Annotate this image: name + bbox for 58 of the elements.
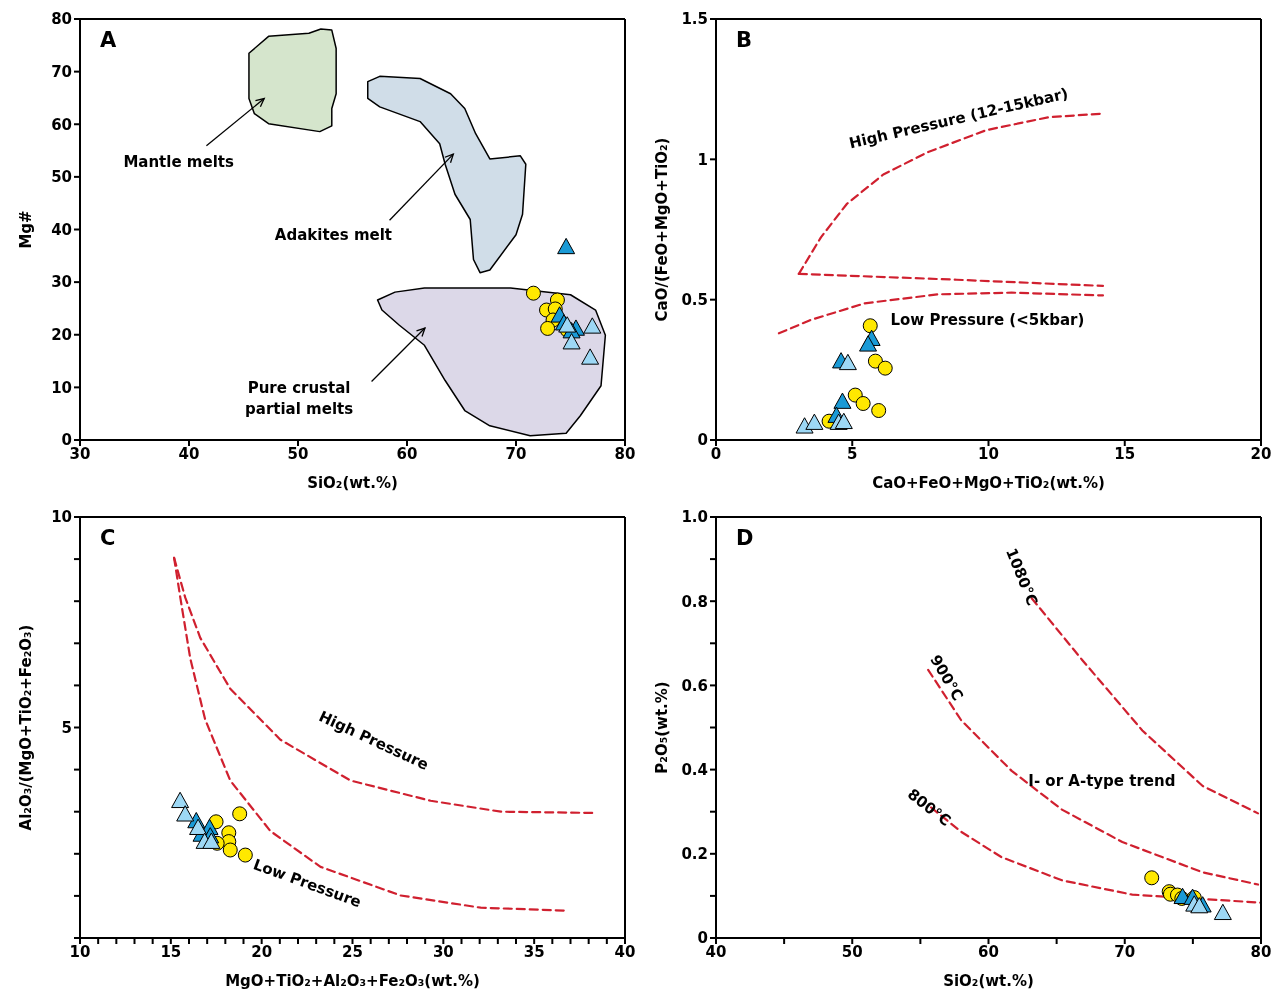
annotation: Low Pressure (<5kbar) <box>890 310 1085 329</box>
x-tick-label: 40 <box>614 942 636 961</box>
x-tick-label: 80 <box>1250 942 1272 961</box>
y-tick-label: 50 <box>51 168 72 187</box>
y-tick-label: 0 <box>697 929 708 948</box>
x-tick-label: 60 <box>978 942 999 961</box>
y-tick-label: 1.0 <box>681 508 708 527</box>
x-axis-title: SiO₂(wt.%) <box>943 972 1034 990</box>
y-tick-label: 20 <box>51 326 72 345</box>
y-tick-label: 0.8 <box>681 592 708 611</box>
y-tick-label: 0 <box>61 431 72 450</box>
x-axis-title: SiO₂(wt.%) <box>307 474 398 492</box>
annotation: I- or A-type trend <box>1028 771 1176 790</box>
y-tick-label: 80 <box>51 10 72 29</box>
x-tick-label: 50 <box>287 444 309 463</box>
x-tick-label: 40 <box>178 444 200 463</box>
y-axis-title: Mg# <box>17 210 36 249</box>
x-tick-label: 5 <box>847 444 858 463</box>
x-tick-label: 10 <box>978 444 999 463</box>
y-axis-title: CaO/(FeO+MgO+TiO₂) <box>653 137 672 322</box>
y-tick-label: 1 <box>697 150 708 169</box>
y-axis-title: Al₂O₃/(MgO+TiO₂+Fe₂O₃) <box>17 624 36 831</box>
y-tick-label: 30 <box>51 273 72 292</box>
y-tick-label: 70 <box>51 62 72 81</box>
x-tick-label: 70 <box>1114 942 1136 961</box>
annotation: Pure crustal partial melts <box>245 378 354 418</box>
y-tick-label: 60 <box>51 115 72 134</box>
annotation: Mantle melts <box>123 153 234 172</box>
y-tick-label: 0.4 <box>681 760 708 779</box>
x-tick-label: 0 <box>710 444 722 463</box>
x-tick-label: 50 <box>841 942 863 961</box>
chart-title: D <box>736 526 754 550</box>
y-tick-label: 1.5 <box>681 10 708 29</box>
x-tick-label: 20 <box>251 942 273 961</box>
x-tick-label: 80 <box>614 444 636 463</box>
y-tick-label: 10 <box>51 378 72 397</box>
x-tick-label: 15 <box>160 942 182 961</box>
x-tick-label: 25 <box>342 942 363 961</box>
y-tick-label: 0.2 <box>681 845 708 864</box>
x-tick-label: 70 <box>505 444 527 463</box>
chart-title: A <box>100 28 117 52</box>
x-axis-title: MgO+TiO₂+Al₂O₃+Fe₂O₃(wt.%) <box>225 972 480 990</box>
x-tick-label: 35 <box>523 942 545 961</box>
y-tick-label: 0 <box>697 431 708 450</box>
x-tick-label: 20 <box>1250 444 1272 463</box>
x-tick-label: 60 <box>396 444 418 463</box>
y-tick-label: 5 <box>61 718 72 737</box>
annotation: Adakites melt <box>274 226 393 245</box>
x-axis-title: CaO+FeO+MgO+TiO₂(wt.%) <box>872 474 1105 492</box>
y-axis-title: P₂O₅(wt.%) <box>653 681 672 774</box>
y-tick-label: 0.6 <box>681 676 708 695</box>
y-tick-label: 10 <box>51 508 72 527</box>
text: B <box>736 28 753 52</box>
y-tick-label: 0.5 <box>681 290 708 309</box>
chart-title: C <box>100 526 116 550</box>
x-tick-label: 30 <box>432 942 454 961</box>
y-tick-label: 40 <box>51 220 72 239</box>
x-tick-label: 15 <box>1114 444 1136 463</box>
